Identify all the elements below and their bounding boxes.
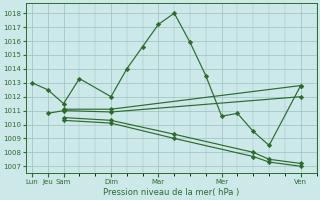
X-axis label: Pression niveau de la mer( hPa ): Pression niveau de la mer( hPa ) xyxy=(103,188,239,197)
